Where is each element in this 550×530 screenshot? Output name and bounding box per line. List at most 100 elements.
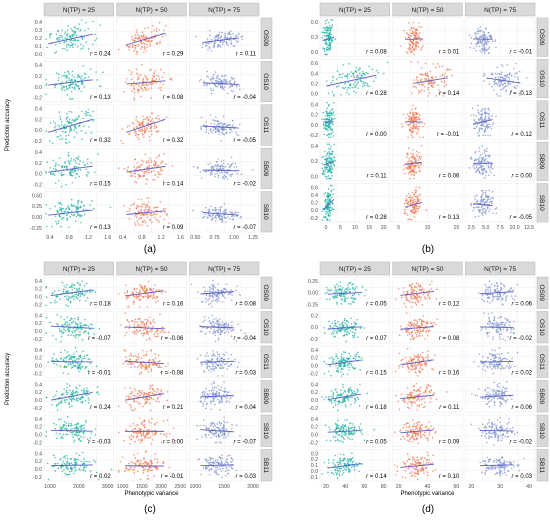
data-point <box>54 206 56 208</box>
data-point <box>326 108 328 110</box>
data-point <box>160 163 162 165</box>
data-point <box>239 124 241 126</box>
correlation-value: = 0.24 <box>92 51 111 57</box>
data-point <box>411 131 413 133</box>
data-point <box>485 158 487 160</box>
data-point <box>238 362 240 364</box>
facet-cell: r = 0.00 <box>465 142 535 180</box>
data-point <box>58 124 60 126</box>
data-point <box>490 126 492 128</box>
data-point <box>141 122 143 124</box>
data-point <box>482 124 484 126</box>
data-point <box>90 162 92 164</box>
data-point <box>84 30 86 32</box>
data-point <box>231 330 233 332</box>
data-point <box>213 330 215 332</box>
data-point <box>59 116 61 118</box>
data-point <box>157 300 159 302</box>
data-point <box>58 164 60 166</box>
data-point <box>61 402 63 404</box>
y-tick-label: -0.2 <box>33 139 42 145</box>
data-point <box>73 335 75 337</box>
data-point <box>148 172 150 174</box>
data-point <box>482 214 484 216</box>
data-point <box>74 136 76 138</box>
data-point <box>158 76 160 78</box>
data-point <box>321 210 323 212</box>
data-point <box>443 86 445 88</box>
data-point <box>80 222 82 224</box>
data-point <box>125 332 127 334</box>
data-point <box>328 169 330 171</box>
data-point <box>145 355 147 357</box>
data-point <box>407 214 409 216</box>
data-point <box>70 99 72 101</box>
data-point <box>65 75 67 77</box>
data-point <box>138 198 140 200</box>
data-point <box>219 209 221 211</box>
x-tick-label: 2.5 <box>468 225 475 231</box>
data-point <box>367 73 369 75</box>
data-point <box>153 170 155 172</box>
data-point <box>143 354 145 356</box>
data-point <box>222 301 224 303</box>
data-point <box>143 34 145 36</box>
data-point <box>71 84 73 86</box>
data-point <box>444 82 446 84</box>
data-point <box>124 349 126 351</box>
data-point <box>212 366 214 368</box>
data-point <box>70 393 72 395</box>
data-point <box>359 69 361 71</box>
data-point <box>484 33 486 35</box>
data-point <box>91 132 93 134</box>
data-point <box>159 42 161 44</box>
data-point <box>58 37 60 39</box>
data-point <box>66 214 68 216</box>
data-point <box>125 356 127 358</box>
data-point <box>329 29 331 31</box>
data-point <box>481 197 483 199</box>
data-point <box>212 288 214 290</box>
data-point <box>487 155 489 157</box>
data-point <box>201 177 203 179</box>
data-point <box>327 194 329 196</box>
data-point <box>214 294 216 296</box>
data-point <box>235 212 237 214</box>
data-point <box>435 95 437 97</box>
data-point <box>155 298 157 300</box>
data-point <box>160 69 162 71</box>
data-point <box>75 391 77 393</box>
y-tick-label: 0.4 <box>311 71 318 77</box>
data-point <box>66 383 68 385</box>
correlation-label: r = -0.13 <box>509 91 532 97</box>
data-point <box>154 127 156 129</box>
correlation-value: = -0.01 <box>439 132 460 138</box>
data-point <box>65 321 67 323</box>
data-point <box>84 214 86 216</box>
facet-cell: r = 0.03 <box>189 346 259 378</box>
data-point <box>148 166 150 168</box>
data-point <box>59 328 61 330</box>
data-point <box>383 73 385 75</box>
data-point <box>69 111 71 113</box>
data-point <box>322 32 324 34</box>
data-point <box>71 199 73 201</box>
data-point <box>88 172 90 174</box>
data-point <box>158 87 160 89</box>
data-point <box>148 88 150 90</box>
y-tick-label: 0.0 <box>311 123 318 129</box>
data-point <box>413 113 415 115</box>
data-point <box>67 71 69 73</box>
correlation-value: = -0.01 <box>90 371 111 377</box>
data-point <box>150 321 152 323</box>
data-point <box>95 291 97 293</box>
data-point <box>479 50 481 52</box>
data-point <box>144 295 146 297</box>
data-point <box>148 206 150 208</box>
data-point <box>154 334 156 336</box>
data-point <box>418 195 420 197</box>
data-point <box>154 353 156 355</box>
data-point <box>147 368 149 370</box>
data-point <box>332 193 334 195</box>
data-point <box>77 46 79 48</box>
